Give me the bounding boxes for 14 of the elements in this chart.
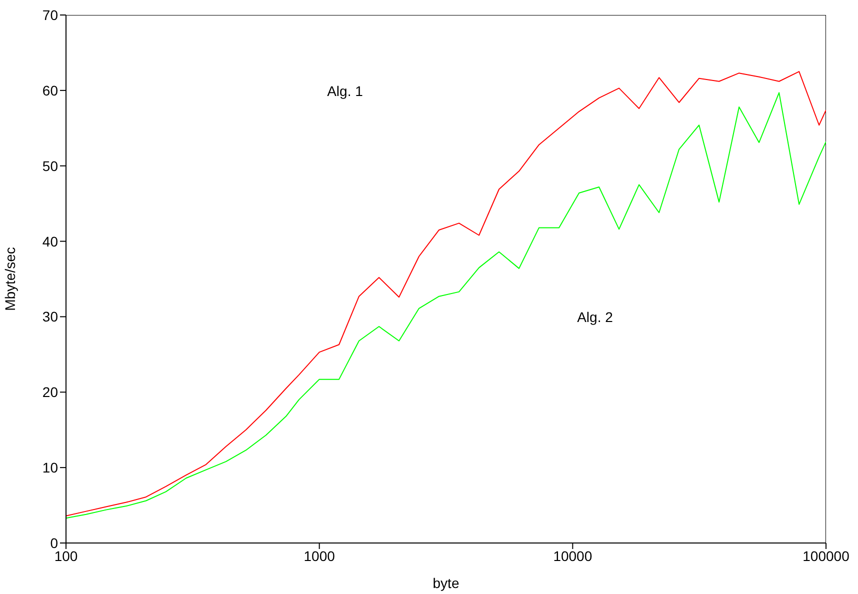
y-tick-label: 10: [42, 460, 58, 476]
y-axis-title: Mbyte/sec: [2, 247, 18, 311]
x-axis-title: byte: [432, 575, 460, 591]
y-tick-label: 60: [42, 82, 58, 98]
x-tick-label: 1000: [304, 548, 336, 564]
y-tick-label: 20: [42, 384, 58, 400]
y-tick-label: 30: [42, 308, 58, 325]
y-tick-label: 70: [42, 6, 58, 23]
annotation: Alg. 1: [327, 83, 364, 99]
y-tick-label: 50: [42, 158, 58, 174]
y-tick-label: 40: [42, 233, 58, 250]
x-tick-label: 100000: [802, 548, 850, 564]
annotation: Alg. 2: [577, 309, 614, 325]
x-tick-label: 10000: [553, 548, 592, 564]
